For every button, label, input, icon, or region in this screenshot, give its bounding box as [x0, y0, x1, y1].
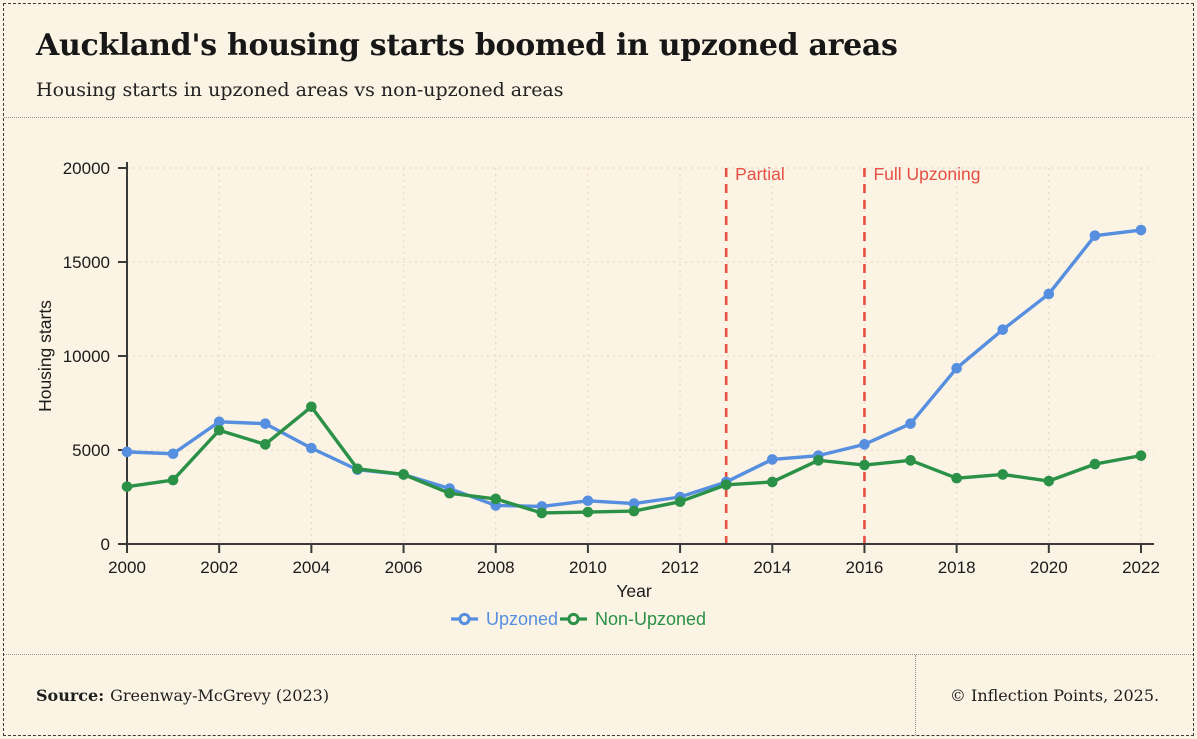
x-tick-label: 2006 [385, 558, 423, 577]
data-point-non-upzoned [674, 496, 686, 508]
data-point-upzoned [997, 324, 1009, 335]
data-point-non-upzoned [536, 507, 548, 519]
line-chart: Partial Full Upzoning 0 5000 10000 15000 20000… [35, 159, 1160, 629]
annotation-label: Partial [735, 164, 785, 184]
data-point-upzoned [628, 498, 640, 509]
data-point-non-upzoned [813, 455, 824, 466]
x-tick-label: 2022 [1122, 558, 1160, 577]
y-tick-label: 0 [101, 535, 110, 554]
x-axis-label: Year [616, 581, 652, 601]
data-point-non-upzoned [720, 479, 732, 491]
annotation-label: Full Upzoning [873, 164, 980, 184]
data-point-non-upzoned [766, 476, 778, 488]
data-point-non-upzoned [1135, 450, 1147, 461]
y-tick-label: 5000 [72, 441, 110, 460]
data-point-non-upzoned [352, 463, 363, 475]
y-tick-label: 15000 [63, 253, 110, 272]
footer: Source: Greenway-McGrevy (2023) © Inflec… [4, 654, 1193, 735]
x-tick-label: 2020 [1030, 558, 1068, 577]
source-text: Greenway-McGrevy (2023) [110, 685, 330, 705]
source-label: Source: [36, 685, 105, 705]
y-tick-label: 20000 [63, 159, 110, 178]
data-point-upzoned [1135, 224, 1147, 236]
chart-header: Auckland's housing starts boomed in upzo… [4, 4, 1193, 118]
legend-marker-upzoned [458, 612, 471, 626]
data-point-non-upzoned [121, 481, 133, 492]
data-point-upzoned [306, 442, 317, 454]
data-point-non-upzoned [306, 401, 317, 413]
x-tick-label: 2002 [200, 558, 238, 577]
legend-label-non-upzoned: Non-Upzoned [595, 609, 706, 629]
x-tick-label: 2008 [477, 558, 515, 577]
x-tick-label: 2018 [938, 558, 976, 577]
x-tick-label: 2016 [846, 558, 884, 577]
page-frame: Auckland's housing starts boomed in upzo… [3, 3, 1194, 736]
data-point-non-upzoned [997, 469, 1009, 480]
data-point-upzoned [1089, 230, 1101, 241]
data-point-non-upzoned [1089, 458, 1101, 470]
legend-label-upzoned: Upzoned [486, 609, 558, 629]
data-point-upzoned [766, 454, 778, 465]
source-credit: Source: Greenway-McGrevy (2023) [4, 655, 915, 735]
y-axis-label: Housing starts [35, 300, 55, 412]
data-point-non-upzoned [490, 493, 502, 505]
x-tick-label: 2000 [108, 558, 146, 577]
series-line-upzoned [125, 228, 1143, 509]
copyright-text: © Inflection Points, 2025. [949, 685, 1160, 705]
data-point-non-upzoned [628, 505, 640, 517]
x-tick-label: 2004 [292, 558, 330, 577]
data-point-non-upzoned [951, 472, 962, 484]
data-point-non-upzoned [167, 474, 179, 486]
data-point-upzoned [859, 439, 870, 450]
data-point-non-upzoned [444, 487, 455, 499]
legend-marker-non-upzoned [567, 612, 580, 626]
data-point-upzoned [951, 362, 962, 374]
data-point-upzoned [582, 495, 594, 507]
data-point-non-upzoned [398, 469, 409, 480]
data-point-non-upzoned [213, 424, 225, 436]
chart-subtitle: Housing starts in upzoned areas vs non-u… [36, 79, 564, 101]
data-point-upzoned [167, 448, 179, 460]
x-tick-label: 2014 [753, 558, 791, 577]
data-point-non-upzoned [859, 459, 870, 471]
data-point-non-upzoned [905, 455, 916, 466]
series-line-non-upzoned [125, 405, 1143, 515]
chart-area: Partial Full Upzoning 0 5000 10000 15000 20000… [4, 118, 1193, 654]
x-tick-label: 2012 [661, 558, 699, 577]
data-point-non-upzoned [259, 439, 271, 450]
data-point-upzoned [905, 418, 916, 429]
y-tick-label: 10000 [63, 347, 110, 366]
data-point-upzoned [259, 418, 271, 429]
data-point-upzoned [121, 446, 133, 458]
data-point-non-upzoned [1043, 475, 1055, 487]
data-point-upzoned [213, 416, 225, 428]
data-point-non-upzoned [582, 506, 594, 518]
x-tick-label: 2010 [569, 558, 607, 577]
footer-divider [915, 655, 916, 735]
axes [126, 162, 1154, 545]
chart-title: Auckland's housing starts boomed in upzo… [36, 28, 898, 63]
data-point-upzoned [1043, 288, 1055, 300]
